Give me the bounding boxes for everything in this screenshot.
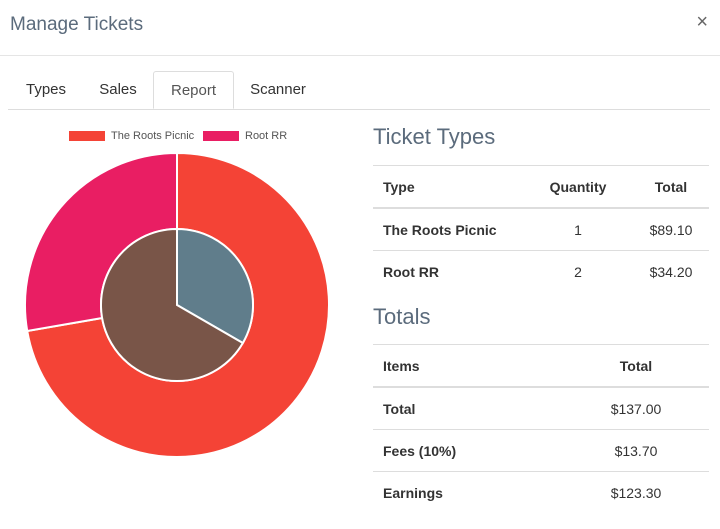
item-cell: Total: [373, 386, 563, 430]
col-total: Total: [563, 344, 709, 388]
table-header-row: Items Total: [373, 344, 709, 388]
dialog-title: Manage Tickets: [10, 14, 144, 35]
inner-slice-0[interactable]: [176, 227, 254, 345]
legend-item-roots-picnic: The Roots Picnic: [69, 130, 194, 142]
total-cell: $89.10: [633, 207, 709, 251]
tab-report[interactable]: Report: [153, 71, 234, 109]
legend-item-root-rr: Root RR: [203, 130, 287, 142]
ticket-chart: The Roots Picnic Root RR: [0, 115, 360, 529]
totals-heading: Totals: [373, 304, 431, 329]
value-cell: $137.00: [563, 386, 709, 430]
col-total: Total: [633, 165, 709, 209]
tab-types[interactable]: Types: [25, 81, 67, 98]
dialog-header: Manage Tickets ×: [0, 0, 720, 56]
col-quantity: Quantity: [523, 165, 633, 209]
quantity-cell: 1: [523, 207, 633, 251]
legend-swatch: [203, 131, 239, 141]
type-cell: Root RR: [373, 250, 523, 292]
legend-label: The Roots Picnic: [111, 130, 195, 142]
value-cell: $123.30: [563, 471, 709, 513]
type-cell: The Roots Picnic: [373, 207, 523, 251]
table-header-row: Type Quantity Total: [373, 165, 709, 209]
legend-label: Root RR: [245, 130, 288, 142]
tab-bar: Types Sales Report Scanner: [8, 71, 710, 110]
item-cell: Earnings: [373, 471, 563, 513]
tab-scanner[interactable]: Scanner: [250, 81, 306, 98]
table-row: Earnings $123.30: [373, 471, 709, 513]
table-row: Total $137.00: [373, 386, 709, 430]
item-cell: Fees (10%): [373, 429, 563, 472]
totals-table: Items Total Total $137.00 Fees (10%) $13…: [373, 344, 709, 513]
ticket-types-table: Type Quantity Total The Roots Picnic 1 $…: [373, 165, 709, 292]
table-row: Root RR 2 $34.20: [373, 250, 709, 292]
total-cell: $34.20: [633, 250, 709, 292]
col-type: Type: [373, 165, 523, 209]
pie-chart: [24, 151, 330, 458]
value-cell: $13.70: [563, 429, 709, 472]
close-icon[interactable]: ×: [696, 11, 708, 33]
table-row: The Roots Picnic 1 $89.10: [373, 207, 709, 251]
table-row: Fees (10%) $13.70: [373, 429, 709, 472]
tab-sales[interactable]: Sales: [99, 81, 137, 98]
ticket-types-heading: Ticket Types: [373, 124, 496, 149]
inner-slice-1[interactable]: [100, 227, 245, 382]
quantity-cell: 2: [523, 250, 633, 292]
col-items: Items: [373, 344, 563, 388]
legend-swatch: [69, 131, 105, 141]
